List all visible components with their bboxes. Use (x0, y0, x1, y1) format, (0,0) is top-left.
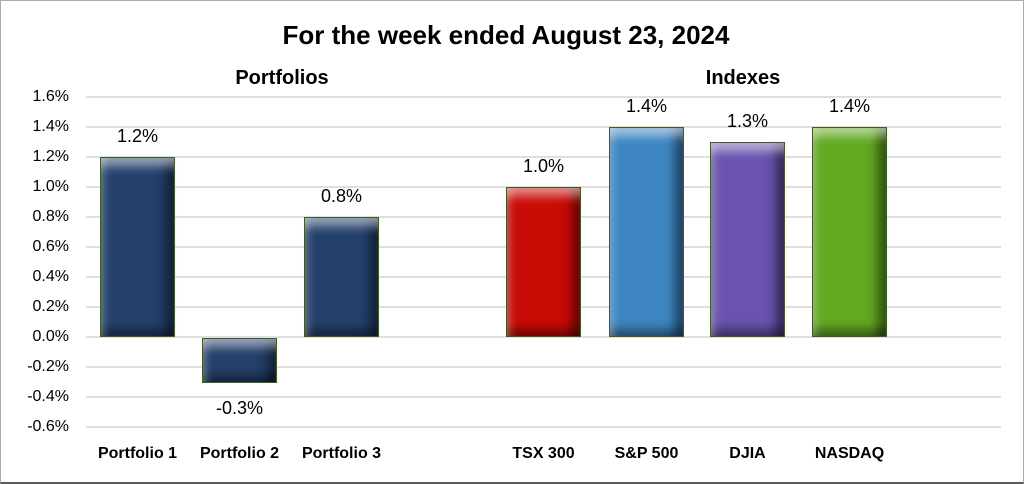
data-label-djia: 1.3% (726, 111, 769, 131)
y-axis-tick-label: 1.6% (32, 88, 69, 105)
category-label-portfolio-1: Portfolio 1 (97, 445, 178, 462)
data-label-portfolio-1: 1.2% (116, 126, 159, 146)
group-label-portfolios: Portfolios (235, 67, 329, 89)
bar-portfolio-3 (304, 217, 379, 337)
gridline (86, 426, 1001, 428)
category-label-djia: DJIA (729, 445, 766, 462)
gridline (86, 366, 1001, 368)
category-label-tsx-300: TSX 300 (512, 445, 575, 462)
bar-portfolio-1 (100, 157, 175, 337)
category-label-s-p-500: S&P 500 (614, 445, 679, 462)
category-label-nasdaq: NASDAQ (814, 445, 885, 462)
bar-tsx-300 (506, 187, 581, 337)
y-axis-tick-label: -0.4% (27, 388, 69, 405)
data-label-nasdaq: 1.4% (828, 96, 871, 116)
y-axis-tick-label: -0.2% (27, 358, 69, 375)
y-axis-tick-label: 0.8% (32, 208, 69, 225)
bar-djia (710, 142, 785, 337)
y-axis-tick-label: 1.0% (32, 178, 69, 195)
y-axis-tick-label: 1.4% (32, 118, 69, 135)
y-axis-tick-label: 1.2% (32, 148, 69, 165)
chart-title: For the week ended August 23, 2024 (282, 20, 730, 50)
data-label-tsx-300: 1.0% (522, 156, 565, 176)
gridline (86, 336, 1001, 338)
category-label-portfolio-3: Portfolio 3 (301, 445, 382, 462)
y-axis-tick-label: -0.6% (27, 418, 69, 435)
bar-nasdaq (812, 127, 887, 337)
gridline (86, 126, 1001, 128)
gridline (86, 156, 1001, 158)
gridline (86, 96, 1001, 98)
category-label-portfolio-2: Portfolio 2 (199, 445, 280, 462)
y-axis-tick-label: 0.6% (32, 238, 69, 255)
data-label-s-p-500: 1.4% (625, 96, 668, 116)
y-axis-tick-label: 0.0% (32, 328, 69, 345)
y-axis-tick-label: 0.2% (32, 298, 69, 315)
gridline (86, 396, 1001, 398)
bar-portfolio-2 (202, 338, 277, 383)
bar-s-p-500 (609, 127, 684, 337)
data-label-portfolio-2: -0.3% (215, 398, 264, 418)
data-label-portfolio-3: 0.8% (320, 186, 363, 206)
group-label-indexes: Indexes (705, 67, 781, 89)
y-axis-tick-label: 0.4% (32, 268, 69, 285)
